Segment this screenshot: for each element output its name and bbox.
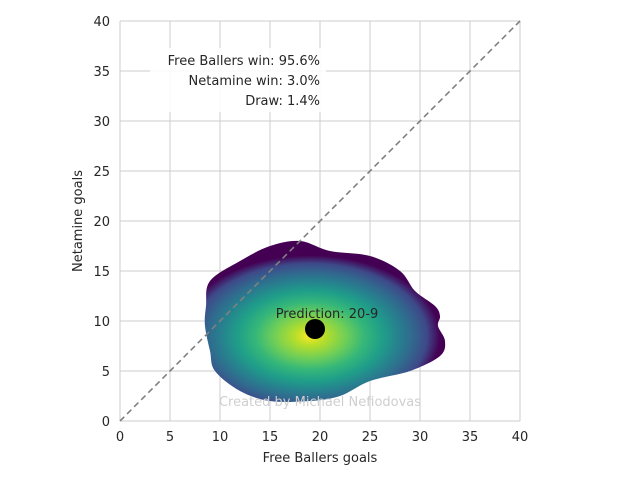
y-tick-label: 40 — [93, 15, 110, 30]
y-axis-label: Netamine goals — [71, 170, 86, 272]
prediction-label: Prediction: 20-9 — [276, 307, 379, 322]
x-tick-label: 40 — [512, 430, 529, 445]
y-tick-label: 10 — [93, 315, 110, 330]
legend-free-ballers-win: Free Ballers win: 95.6% — [168, 54, 320, 69]
x-tick-label: 15 — [262, 430, 279, 445]
legend-netamine-win: Netamine win: 3.0% — [189, 74, 320, 89]
y-tick-label: 15 — [93, 265, 110, 280]
x-tick-label: 25 — [362, 430, 379, 445]
legend-draw: Draw: 1.4% — [245, 94, 320, 109]
x-tick-label: 20 — [312, 430, 329, 445]
x-tick-label: 30 — [412, 430, 429, 445]
x-tick-label: 0 — [116, 430, 124, 445]
equal-score-diagonal — [119, 20, 521, 422]
y-tick-label: 20 — [93, 215, 110, 230]
legend-box — [150, 48, 326, 112]
y-tick-label: 30 — [93, 115, 110, 130]
density-region — [204, 240, 446, 402]
y-tick-label: 25 — [93, 165, 110, 180]
x-tick-label: 35 — [462, 430, 479, 445]
y-tick-label: 0 — [102, 415, 110, 430]
prediction-point — [305, 319, 325, 339]
y-tick-label: 5 — [102, 365, 110, 380]
watermark: Created by Michael Nefiodovas — [219, 395, 421, 410]
tick-labels: 0 5 10 15 20 25 30 35 40 0 5 10 15 20 25 30 35 40 — [93, 15, 528, 445]
x-tick-label: 5 — [166, 430, 174, 445]
x-axis-label: Free Ballers goals — [263, 451, 378, 466]
outcome-legend: Free Ballers win: 95.6% Netamine win: 3.… — [150, 48, 326, 112]
x-tick-label: 10 — [212, 430, 229, 445]
y-tick-label: 35 — [93, 65, 110, 80]
